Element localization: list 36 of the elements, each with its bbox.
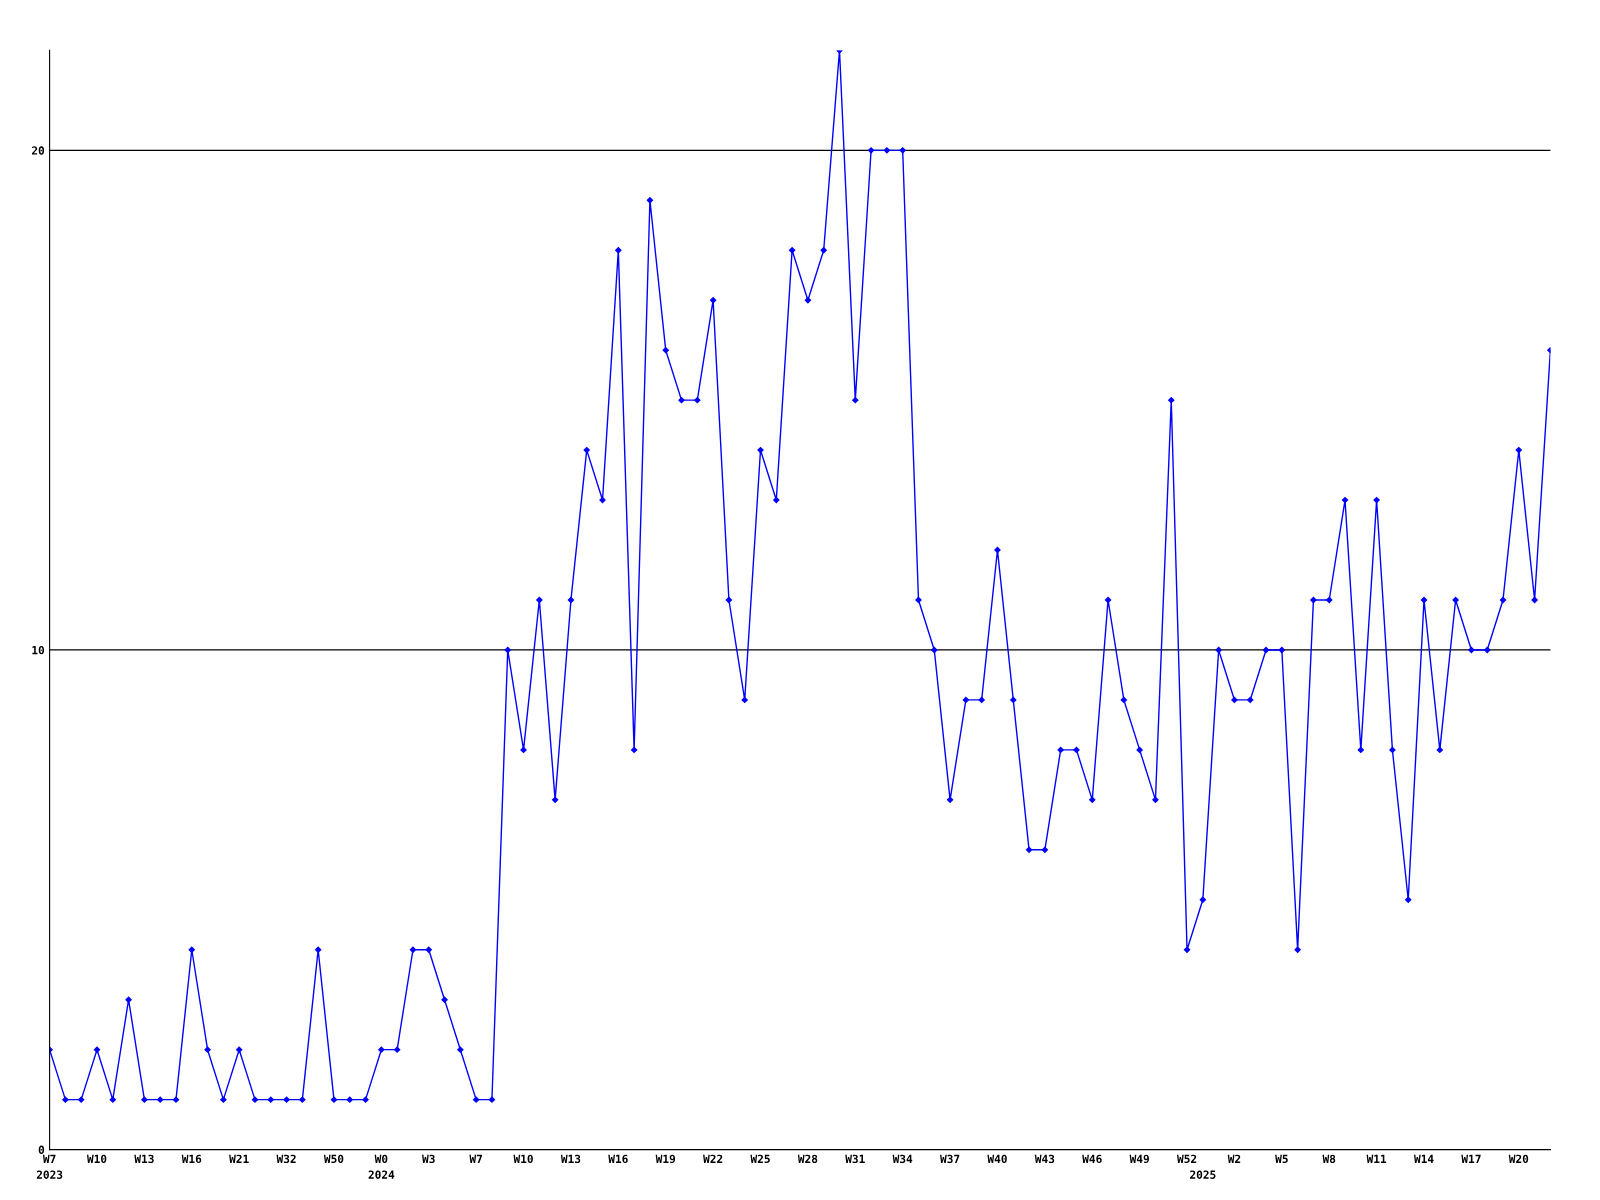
x-tick-label: W31 xyxy=(845,1154,865,1164)
x-tick-label: W11 xyxy=(1366,1154,1387,1163)
x-tick-label: W37 xyxy=(940,1154,960,1164)
x-tick-label: W46 xyxy=(1082,1154,1102,1164)
y-tick-label: 0 xyxy=(38,1145,45,1154)
x-tick-label: W2 xyxy=(1227,1154,1241,1163)
x-tick-label: W19 xyxy=(655,1154,676,1164)
x-tick-label: 2025 xyxy=(1190,1170,1216,1179)
x-tick-label: W17 xyxy=(1461,1154,1481,1163)
x-tick-label: W40 xyxy=(987,1154,1007,1164)
x-tick-label: W32 xyxy=(276,1154,296,1164)
x-tick-label: W10 xyxy=(513,1154,533,1164)
x-tick-label: W10 xyxy=(86,1154,107,1164)
x-tick-label: W49 xyxy=(1129,1154,1149,1164)
x-tick-label: W34 xyxy=(892,1154,913,1164)
x-tick-label: W13 xyxy=(560,1154,581,1164)
x-tick-label: W16 xyxy=(181,1154,202,1164)
x-tick-label: W0 2024 xyxy=(368,1154,395,1179)
x-tick-label: W50 xyxy=(323,1154,344,1164)
x-tick-label: W7 2023 xyxy=(36,1154,63,1179)
x-tick-label: W14 xyxy=(1413,1154,1434,1163)
y-tick-label: 20 xyxy=(31,146,45,155)
x-tick-label: W16 xyxy=(608,1154,628,1164)
x-tick-label: W5 xyxy=(1275,1154,1288,1164)
x-tick-label: W7 xyxy=(469,1154,482,1163)
x-tick-label: W43 xyxy=(1034,1154,1055,1164)
x-tick-label: W25 xyxy=(750,1154,770,1164)
x-tick-label: W22 xyxy=(703,1154,723,1163)
x-tick-label: W52 xyxy=(1177,1154,1197,1164)
x-tick-label: W20 xyxy=(1508,1154,1529,1164)
y-tick-label: 10 xyxy=(32,645,45,655)
x-tick-label: W3 xyxy=(422,1154,435,1164)
x-tick-label: W21 xyxy=(229,1154,249,1163)
x-tick-label: W28 xyxy=(797,1154,818,1164)
x-tick-label: W13 xyxy=(134,1154,154,1164)
x-tick-label: W8 xyxy=(1322,1154,1336,1164)
